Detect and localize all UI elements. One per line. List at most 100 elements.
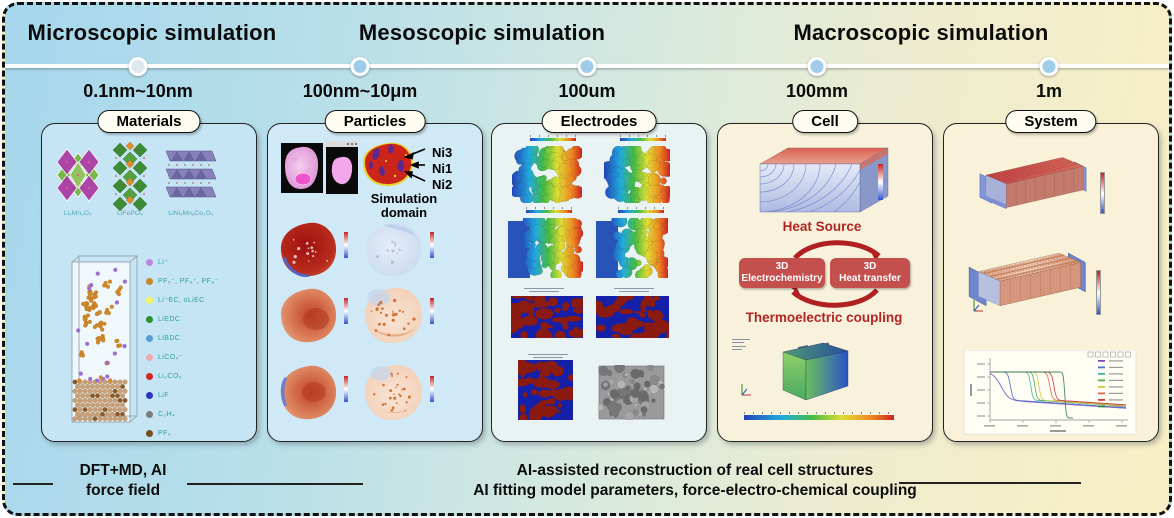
colorbar	[344, 298, 348, 324]
micrograph-caption	[612, 286, 656, 294]
footer-center-caption: AI-assisted reconstruction of real cell …	[473, 462, 917, 499]
simulation-domain-caption: Simulation domain	[370, 191, 438, 220]
heat-transfer-box: 3D Heat transfer	[830, 258, 910, 288]
crystal-structure-nmc	[165, 150, 217, 198]
crystal-structure-lifepo4	[112, 141, 148, 212]
module-temperature-3d	[968, 252, 1086, 307]
timeline-node-5	[1039, 57, 1059, 76]
legend-dot	[146, 315, 153, 323]
colorbar	[878, 164, 883, 200]
particle-segmentation-window	[326, 141, 358, 194]
panel-particles: Particles	[267, 110, 483, 442]
panel-label-materials: Materials	[97, 110, 201, 133]
thermoelectric-coupling-label: Thermoelectric coupling	[745, 310, 903, 325]
electrode-microstructure-potential-map	[512, 146, 582, 203]
panel-electrodes: Electrodes	[491, 110, 707, 442]
panel-cell: Cell Heat Source	[717, 110, 933, 442]
temperature-colorbar	[1100, 172, 1105, 214]
scale-materials: 0.1nm~10nm	[83, 81, 193, 101]
particle-field-map	[365, 364, 422, 421]
electrochemistry-box: 3D Electrochemistry	[739, 258, 825, 288]
electrode-microstructure-potential-map	[596, 218, 668, 278]
panel-label-electrodes: Electrodes	[541, 110, 657, 133]
legend-dot	[146, 372, 153, 380]
colorbar-ticks	[618, 207, 664, 209]
colorbar	[430, 376, 434, 402]
timeline-node-4	[807, 57, 827, 76]
micrograph-caption	[526, 352, 570, 360]
footer-connector-line	[187, 483, 363, 485]
grayscale-tomography-image	[598, 365, 665, 420]
legend-dot	[146, 410, 153, 418]
md-legend-item: C₂H₄	[146, 410, 175, 418]
panel-label-particles: Particles	[324, 110, 426, 133]
particle-field-map	[280, 288, 337, 343]
footer-connector-line	[899, 482, 1081, 484]
axis-triad	[973, 300, 983, 312]
axis-triad	[741, 384, 751, 396]
timeline-node-3	[577, 57, 597, 76]
legend-dot	[146, 258, 153, 266]
crystal-structure-limn2o4	[56, 148, 100, 202]
plot-micro-legend	[732, 336, 750, 353]
md-legend-item: PF₅⁻, PF₄⁻, PF₆⁻	[146, 277, 219, 285]
legend-dot	[146, 429, 153, 437]
scale-particles: 100nm~10μm	[302, 81, 418, 101]
title-mesoscopic: Mesoscopic simulation	[358, 20, 606, 45]
particle-field-map	[365, 222, 422, 277]
crystal-label-lifepo4: LiFePO₄	[116, 210, 144, 217]
colorbar	[430, 298, 434, 324]
particle-tomography-image	[281, 143, 323, 193]
binary-phase-map	[596, 296, 669, 338]
md-legend-item: LiCO₃⁻	[146, 353, 183, 361]
colorbar	[430, 232, 434, 258]
electrode-microstructure-potential-map	[508, 218, 583, 278]
legend-dot	[146, 296, 153, 304]
colorbar-ticks	[620, 135, 666, 137]
cell-temperature-3d	[782, 342, 849, 401]
scale-electrodes: 100um	[558, 81, 616, 101]
md-legend-item: Li₂CO₃	[146, 372, 182, 380]
colorbar	[620, 138, 666, 141]
footer-left-caption: DFT+MD, AI force field	[79, 462, 167, 499]
electrode-microstructure-potential-map	[604, 146, 670, 203]
md-legend-item: Li⁺	[146, 258, 168, 266]
particle-field-map	[365, 287, 422, 344]
title-microscopic: Microscopic simulation	[27, 20, 277, 45]
scale-cell: 100mm	[785, 81, 849, 101]
colorbar-ticks	[744, 412, 894, 414]
particle-field-map	[280, 365, 337, 420]
binary-phase-map	[518, 360, 573, 420]
colorbar	[618, 210, 664, 213]
md-legend-item: PF₃	[146, 429, 171, 437]
md-legend-item: Li⁺EC, oLiEC	[146, 296, 205, 304]
particle-field-map	[280, 222, 337, 277]
ni2-label: Ni2	[432, 177, 453, 192]
heat-source-label: Heat Source	[782, 219, 862, 234]
colorbar	[744, 415, 894, 420]
panel-label-system: System	[1005, 110, 1097, 133]
scale-system: 1m	[1035, 81, 1063, 101]
crystal-label-limn2o4: LiₓMn₂O₄	[63, 210, 93, 217]
ni-distribution-particle	[362, 142, 426, 187]
legend-dot	[146, 353, 153, 361]
colorbar-ticks	[526, 207, 572, 209]
legend-dot	[146, 277, 153, 285]
md-legend-item: LiF	[146, 391, 169, 399]
discharge-curves-chart	[963, 350, 1137, 435]
footer-connector-line	[13, 483, 53, 485]
cell-streamline-3d-box	[759, 147, 889, 213]
colorbar	[344, 376, 348, 402]
colorbar-ticks	[530, 135, 576, 137]
panel-system: System	[943, 110, 1159, 442]
md-simulation-box	[71, 255, 138, 423]
ni3-label: Ni3	[432, 145, 453, 160]
colorbar	[526, 210, 572, 213]
legend-dot	[146, 391, 153, 399]
ni1-label: Ni1	[432, 161, 453, 176]
md-legend-item: LiEDC	[146, 315, 180, 323]
timeline-node-2	[350, 57, 370, 76]
colorbar	[344, 232, 348, 258]
crystal-label-nmc: LiNiₓMnᵧCo₂O₂	[168, 210, 214, 217]
